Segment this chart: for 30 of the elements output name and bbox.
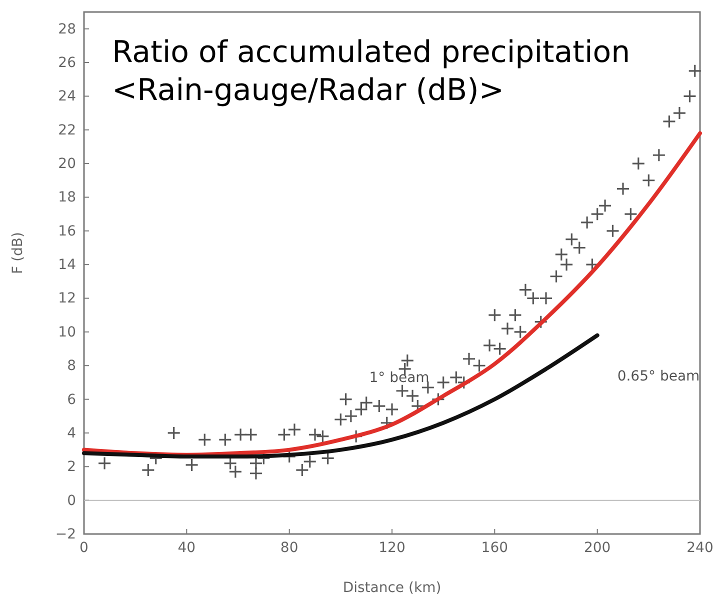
y-axis-title: F (dB) xyxy=(10,232,26,274)
y-tick-label: 2 xyxy=(67,459,76,476)
x-axis-title: Distance (km) xyxy=(342,580,442,596)
x-tick-label: 80 xyxy=(280,540,298,556)
x-tick-label: 120 xyxy=(378,540,406,556)
y-tick-label: 12 xyxy=(58,290,76,307)
y-tick-label: 24 xyxy=(58,88,76,105)
y-tick-label: −2 xyxy=(55,526,76,542)
text: 0.65° beam xyxy=(617,368,700,384)
y-tick-label: 0 xyxy=(67,492,76,509)
y-tick-label: 8 xyxy=(67,358,76,374)
y-tick-label: 28 xyxy=(58,21,76,38)
series-label: 1° beam xyxy=(369,370,430,386)
x-tick-label: 40 xyxy=(178,540,196,556)
x-tick-label: 200 xyxy=(584,540,611,556)
y-tick-label: 6 xyxy=(67,392,76,408)
line-series xyxy=(82,333,600,459)
y-tick-label: 4 xyxy=(67,425,76,442)
text: <Rain-gauge/Radar (dB)> xyxy=(112,73,504,108)
y-tick-label: 16 xyxy=(58,223,76,240)
x-tick-label: 240 xyxy=(686,540,714,556)
y-tick-label: 18 xyxy=(58,190,76,206)
x-tick-label: 0 xyxy=(80,540,88,556)
y-tick-label: 20 xyxy=(58,156,76,172)
y-tick-label: 26 xyxy=(58,54,76,71)
y-tick-label: 22 xyxy=(58,122,76,138)
y-tick-label: 14 xyxy=(58,257,76,274)
x-tick-label: 160 xyxy=(481,540,508,556)
y-tick-label: 10 xyxy=(58,324,76,340)
text: Ratio of accumulated precipitation xyxy=(112,35,630,70)
